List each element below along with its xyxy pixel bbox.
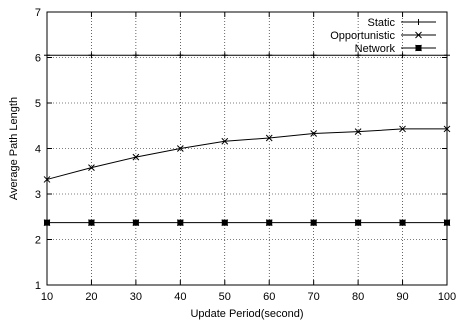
- legend-marker: [415, 19, 422, 25]
- x-axis-title: Update Period(second): [190, 308, 303, 320]
- x-tick-label: 80: [352, 291, 364, 303]
- data-point: [355, 52, 362, 59]
- data-point: [399, 219, 406, 227]
- y-tick-label: 3: [35, 189, 41, 201]
- data-point: [310, 130, 318, 137]
- x-tick-label: 60: [263, 291, 275, 303]
- legend-marker: [415, 31, 422, 39]
- data-point: [132, 219, 140, 227]
- y-tick-label: 5: [35, 98, 41, 110]
- x-tick-label: 70: [308, 291, 320, 303]
- data-point: [265, 219, 273, 227]
- data-point: [221, 219, 229, 227]
- series-line: [46, 128, 447, 180]
- x-tick-label: 30: [130, 291, 142, 303]
- data-point: [310, 219, 318, 227]
- data-point: [132, 153, 140, 161]
- data-point: [177, 52, 184, 59]
- y-tick-label: 4: [35, 144, 41, 156]
- y-tick-label: 2: [35, 235, 41, 247]
- legend-item: Opportunistic: [330, 30, 436, 42]
- x-tick-label: 20: [85, 291, 97, 303]
- y-axis-title: Average Path Length: [8, 97, 20, 200]
- legend-item: Network: [355, 43, 436, 55]
- series-0: [44, 52, 450, 59]
- x-tick-label: 90: [396, 291, 408, 303]
- data-point: [132, 52, 139, 59]
- x-tick-label: 50: [219, 291, 231, 303]
- data-point: [266, 52, 273, 59]
- data-point: [221, 52, 228, 59]
- data-point: [444, 52, 450, 59]
- legend-label: Static: [367, 17, 395, 29]
- data-point: [43, 219, 51, 227]
- data-point: [310, 52, 317, 59]
- x-tick-label: 40: [174, 291, 186, 303]
- data-point: [399, 52, 406, 59]
- legend-label: Opportunistic: [330, 30, 395, 42]
- x-tick-label: 100: [438, 291, 456, 303]
- data-point: [399, 125, 406, 133]
- data-point: [221, 137, 229, 145]
- data-point: [88, 164, 95, 171]
- y-tick-label: 7: [35, 7, 41, 19]
- data-point: [265, 134, 273, 142]
- data-point: [176, 219, 184, 227]
- y-tick-label: 6: [35, 53, 41, 65]
- data-point: [43, 176, 51, 183]
- data-point: [354, 219, 362, 227]
- data-point: [443, 219, 451, 227]
- data-point: [44, 52, 50, 59]
- series-2: [43, 219, 451, 227]
- series-1: [43, 125, 451, 183]
- legend-marker: [415, 44, 422, 52]
- data-point: [88, 219, 95, 227]
- x-tick-label: 10: [41, 291, 53, 303]
- data-point: [88, 52, 95, 59]
- data-point: [443, 125, 451, 133]
- legend-item: Static: [367, 17, 436, 29]
- data-point: [354, 128, 362, 136]
- data-point: [176, 145, 184, 152]
- axis-ticks: 1 2 3 4 5 6 7 10 20 30 40 50 60 70 80 90 100: [35, 7, 456, 303]
- legend-label: Network: [355, 43, 396, 55]
- series-group: [43, 52, 451, 227]
- y-tick-label: 1: [35, 280, 41, 292]
